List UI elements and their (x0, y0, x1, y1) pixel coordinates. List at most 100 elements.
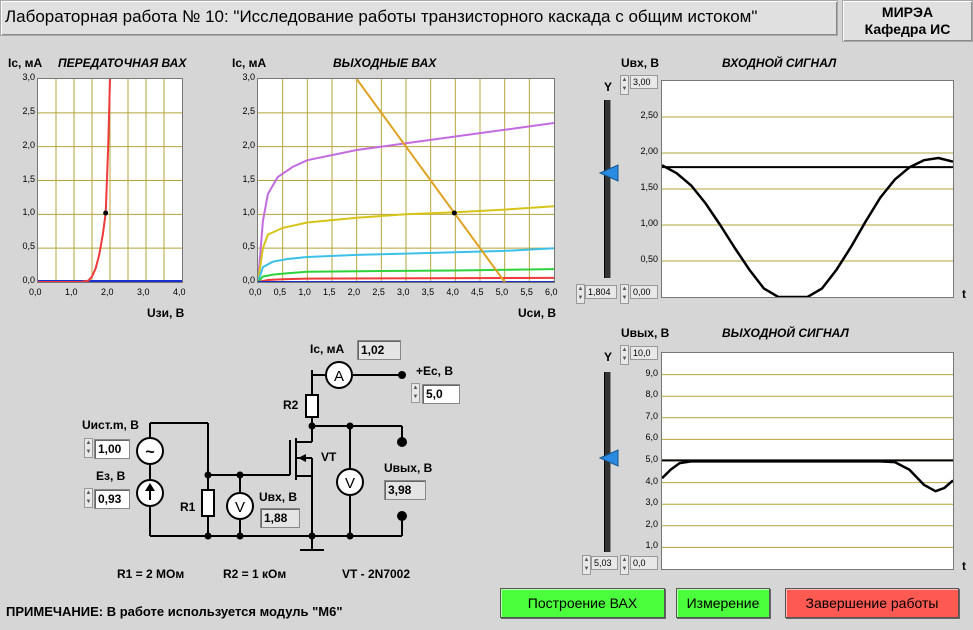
input-slider-value[interactable]: 1,804 (585, 285, 617, 299)
signal-curve (661, 156, 954, 299)
tick-label: 2,0 (645, 518, 658, 529)
tick-label: 4,0 (645, 475, 658, 486)
output-signal-plot (661, 352, 954, 570)
tick-label: 0,0 (22, 275, 35, 285)
uvx-indicator: 1,88 (260, 508, 300, 528)
output-slider-pointer[interactable] (598, 449, 620, 467)
uvx-label: Uвх, В (259, 490, 298, 504)
uvyx-indicator: 3,98 (384, 480, 426, 500)
tick-label: 3,0 (22, 72, 35, 82)
r2-resistor (305, 394, 319, 418)
input-scale-max[interactable]: 3,00 (630, 75, 658, 89)
output-yticks: 3,0 2,5 2,0 1,5 1,0 0,5 0,0 (220, 72, 257, 292)
input-voltmeter-icon (226, 492, 254, 520)
transfer-title: ПЕРЕДАТОЧНАЯ ВАХ (58, 56, 187, 70)
input-slider-spinner[interactable]: ▲ ▼ (576, 284, 585, 304)
input-signal-title: ВХОДНОЙ СИГНАЛ (722, 56, 837, 70)
tick-label: 7,0 (645, 410, 658, 421)
tick-label: 3,0 (137, 287, 150, 297)
ac-source-symbol: ~ (145, 444, 154, 461)
output-scale-max-spinner[interactable]: ▲ ▼ (620, 345, 629, 365)
signal-curve (661, 460, 954, 493)
output-scale-min[interactable]: 0,0 (630, 556, 658, 570)
tick-label: 3,0 (397, 287, 410, 297)
output-title: ВЫХОДНЫЕ ВАХ (333, 56, 437, 70)
build-vah-button[interactable]: Построение ВАХ (500, 588, 665, 618)
ez-spinner[interactable]: ▲ ▼ (84, 488, 93, 508)
vt-arrow (298, 454, 306, 462)
output-scale-max[interactable]: 10,0 (630, 346, 658, 360)
output-curve-2 (257, 247, 555, 283)
transfer-chart-svg (38, 78, 182, 283)
uist-input[interactable]: 1,00 (94, 439, 130, 459)
finish-button[interactable]: Завершение работы (785, 588, 959, 618)
input-scale-min-spinner[interactable]: ▲ ▼ (620, 284, 629, 304)
output-xticks: 0,0 0,5 1,0 1,5 2,0 2,5 3,0 3,5 4,0 4,5 5,0 5,5 6,0 (245, 287, 565, 301)
output-voltmeter-symbol: V (345, 475, 355, 492)
tick-label: 9,0 (645, 367, 658, 378)
tick-label: 0,50 (640, 254, 658, 264)
tick-label: 2,0 (242, 139, 255, 150)
operating-point (451, 210, 457, 216)
tick-label: 4,0 (173, 287, 186, 297)
input-slider-track[interactable] (604, 100, 611, 278)
input-axis-letter: Y (604, 80, 613, 94)
input-signal-svg (661, 116, 954, 299)
uist-spinner[interactable]: ▲ ▼ (84, 438, 93, 458)
tick-label: 1,0 (242, 207, 255, 218)
tick-label: 1,5 (323, 287, 336, 297)
tick-label: 2,00 (640, 146, 658, 156)
input-signal-xlabel: t (962, 287, 966, 301)
tick-label: 2,0 (347, 287, 361, 297)
ez-input[interactable]: 0,93 (94, 489, 130, 509)
uvyx-label: Uвых, В (384, 461, 433, 475)
note-text: ПРИМЕЧАНИЕ: В работе используется модуль… (6, 604, 343, 619)
tick-label: 1,0 (22, 207, 35, 218)
input-scale-max-spinner[interactable]: ▲ ▼ (620, 75, 629, 95)
output-scale-min-spinner[interactable]: ▲ ▼ (620, 555, 629, 575)
tick-label: 6,0 (545, 287, 558, 297)
ec-label: +Ec, В (416, 364, 454, 378)
tick-label: 2,0 (101, 287, 114, 297)
ammeter-symbol: A (334, 368, 344, 385)
r2-label: R2 (283, 398, 299, 412)
org-box: МИРЭА Кафедра ИС (842, 0, 973, 42)
transfer-plot (37, 78, 183, 283)
uist-label: Uист.m, В (82, 418, 139, 432)
output-signal-ylabel: Uвых, В (621, 326, 670, 340)
transfer-xlabel: Uзи, В (147, 306, 185, 320)
output-ylabel: Ic, мА (232, 56, 267, 70)
input-scale-min[interactable]: 0,00 (630, 285, 658, 299)
r1-label: R1 (180, 500, 196, 514)
tick-label: 5,0 (645, 454, 658, 464)
tick-label: 1,00 (640, 218, 658, 228)
tick-label: 1,0 (298, 287, 311, 297)
tick-label: 0,0 (29, 287, 42, 297)
r1-resistor (201, 489, 215, 517)
tick-label: 2,5 (22, 105, 35, 116)
r2-spec: R2 = 1 кОм (223, 567, 287, 581)
tick-label: 3,0 (242, 72, 255, 82)
output-plot (257, 78, 555, 283)
tick-label: 3,0 (645, 497, 658, 508)
tick-label: 2,5 (372, 287, 385, 297)
output-signal-yticks: 9,0 8,0 7,0 6,0 5,0 4,0 3,0 2,0 1,0 (628, 352, 660, 570)
tick-label: 1,5 (242, 173, 255, 184)
tick-label: 1,50 (640, 182, 658, 192)
circuit-schematic: ~ V A V (136, 361, 407, 551)
output-signal-xlabel: t (962, 559, 966, 573)
measure-button[interactable]: Измерение (676, 588, 770, 618)
input-slider-pointer[interactable] (598, 164, 620, 182)
output-slider-value[interactable]: 5,03 (591, 556, 618, 570)
ec-input[interactable]: 5,0 (422, 384, 460, 404)
input-signal-plot (661, 80, 954, 299)
vt-label: VT (321, 450, 337, 464)
output-signal-svg (661, 374, 954, 548)
tick-label: 6,0 (645, 432, 658, 443)
tick-label: 1,0 (65, 287, 78, 297)
tick-label: 5,5 (520, 287, 533, 297)
ec-spinner[interactable]: ▲ ▼ (411, 383, 420, 403)
output-xlabel: Uси, В (518, 306, 557, 320)
transfer-ylabel: Ic, мА (8, 56, 43, 70)
output-slider-spinner[interactable]: ▲ ▼ (582, 555, 591, 575)
